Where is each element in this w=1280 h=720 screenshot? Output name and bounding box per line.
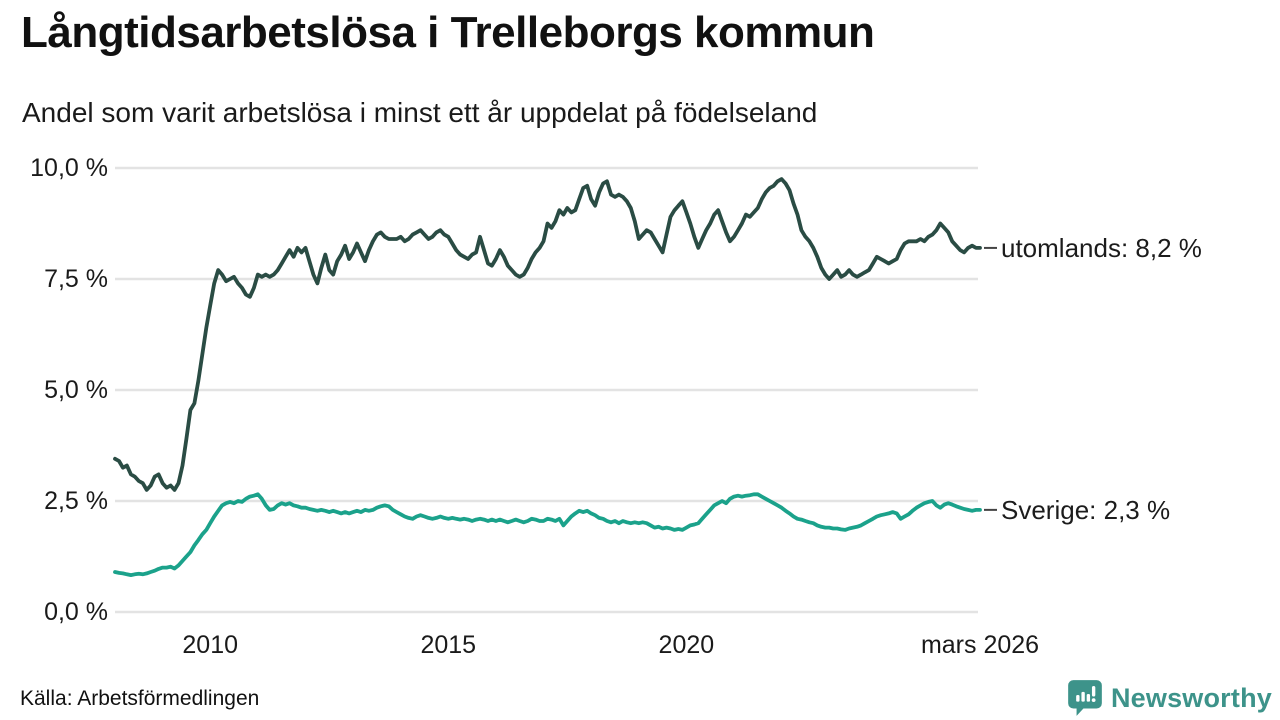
series-line-Sverige [113, 492, 982, 577]
x-tick-label: mars 2026 [920, 631, 1040, 659]
y-tick-label: 0,0 % [44, 598, 108, 626]
series-line-utomlands [113, 177, 982, 492]
y-tick-label: 7,5 % [44, 265, 108, 293]
page-title: Långtidsarbetslösa i Trelleborgs kommun [21, 8, 875, 57]
y-tick-label: 5,0 % [44, 376, 108, 404]
newsworthy-logo-icon [1068, 680, 1102, 716]
newsworthy-logo-text: Newsworthy [1110, 682, 1272, 713]
chart-subtitle: Andel som varit arbetslösa i minst ett å… [22, 97, 818, 128]
newsworthy-branding: Newsworthy [1066, 678, 1272, 718]
x-tick-label: 2015 [420, 631, 477, 659]
source-note: Källa: Arbetsförmedlingen [20, 687, 260, 710]
y-tick-label: 2,5 % [44, 487, 108, 515]
x-tick-label: 2010 [182, 631, 239, 659]
series-label-sverige: Sverige: 2,3 % [1001, 494, 1171, 525]
x-tick-label: 2020 [658, 631, 715, 659]
series-label-utomlands: utomlands: 8,2 % [1001, 232, 1202, 263]
y-tick-label: 10,0 % [30, 154, 108, 182]
